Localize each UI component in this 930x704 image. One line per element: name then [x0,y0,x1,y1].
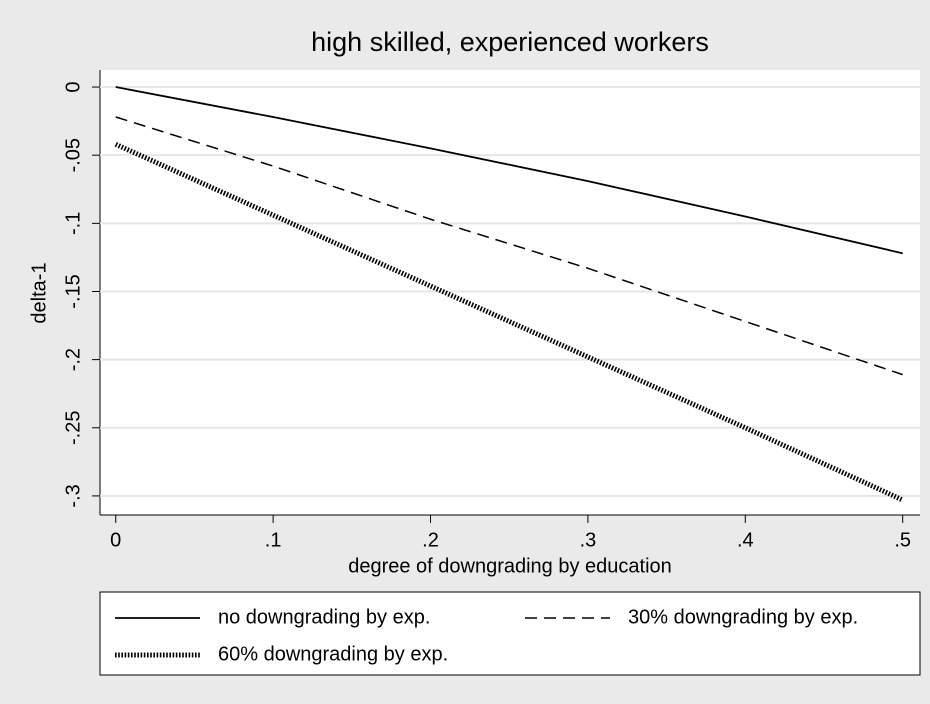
series-line [115,86,903,255]
x-tick-label: 0 [110,529,121,551]
x-tick-label: .2 [422,529,439,551]
y-tick-label: -.15 [62,274,84,308]
y-tick-label: -.2 [62,348,84,371]
legend-label: no downgrading by exp. [218,606,430,628]
x-tick-label: .1 [265,529,282,551]
x-tick-label: .3 [580,529,597,551]
y-tick-label: -.25 [62,411,84,445]
y-tick-label: 0 [62,81,84,92]
y-axis-label: delta-1 [28,262,50,323]
x-axis-label: degree of downgrading by education [348,555,672,577]
y-tick-label: -.1 [62,212,84,235]
series-line [115,116,903,376]
chart-title: high skilled, experienced workers [311,27,709,57]
legend [99,591,921,676]
x-tick-label: .4 [737,529,754,551]
plot-area [100,70,920,515]
y-tick-label: -.05 [62,138,84,172]
legend-label: 60% downgrading by exp. [218,643,448,665]
legend-label: 30% downgrading by exp. [628,606,858,628]
x-tick-label: .5 [894,529,911,551]
y-tick-label: -.3 [62,484,84,507]
